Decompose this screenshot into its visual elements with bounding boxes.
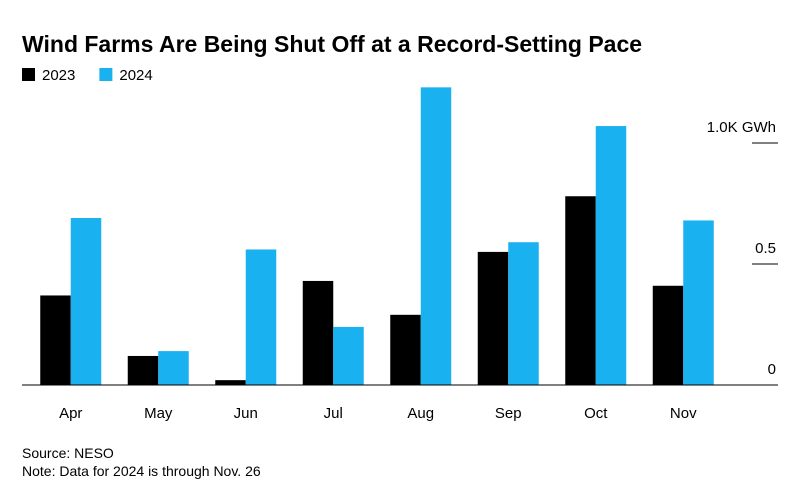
legend-swatch xyxy=(22,68,35,81)
bar xyxy=(565,196,596,385)
bar xyxy=(333,326,364,385)
chart-title: Wind Farms Are Being Shut Off at a Recor… xyxy=(22,31,642,57)
y-tick-label: 1.0K GWh xyxy=(707,119,776,136)
x-tick-label: Oct xyxy=(584,405,608,422)
bar xyxy=(595,126,627,385)
x-tick-label: May xyxy=(144,405,173,422)
bar xyxy=(508,242,539,385)
legend-label: 2024 xyxy=(119,67,152,84)
x-tick-label: Jul xyxy=(324,405,343,422)
x-tick-label: Apr xyxy=(59,405,82,422)
bar xyxy=(40,295,71,385)
bar xyxy=(302,280,334,385)
y-tick-label: 0.5 xyxy=(755,240,776,257)
legend-label: 2023 xyxy=(42,67,75,84)
source: Source: NESO xyxy=(22,445,114,461)
x-tick-label: Nov xyxy=(670,405,697,422)
note: Note: Data for 2024 is through Nov. 26 xyxy=(22,463,261,479)
bar xyxy=(477,251,509,385)
x-tick-label: Jun xyxy=(234,405,258,422)
x-tick-label: Sep xyxy=(495,405,522,422)
bar xyxy=(158,351,189,385)
bar xyxy=(683,220,714,385)
bar xyxy=(390,314,421,385)
bar xyxy=(420,87,452,385)
y-tick-label: 0 xyxy=(768,361,776,378)
bar xyxy=(652,285,684,385)
x-tick-label: Aug xyxy=(407,405,434,422)
bar xyxy=(70,218,102,385)
bar xyxy=(215,380,246,385)
legend-swatch xyxy=(99,68,113,81)
bar xyxy=(127,355,159,385)
bar xyxy=(245,249,277,385)
